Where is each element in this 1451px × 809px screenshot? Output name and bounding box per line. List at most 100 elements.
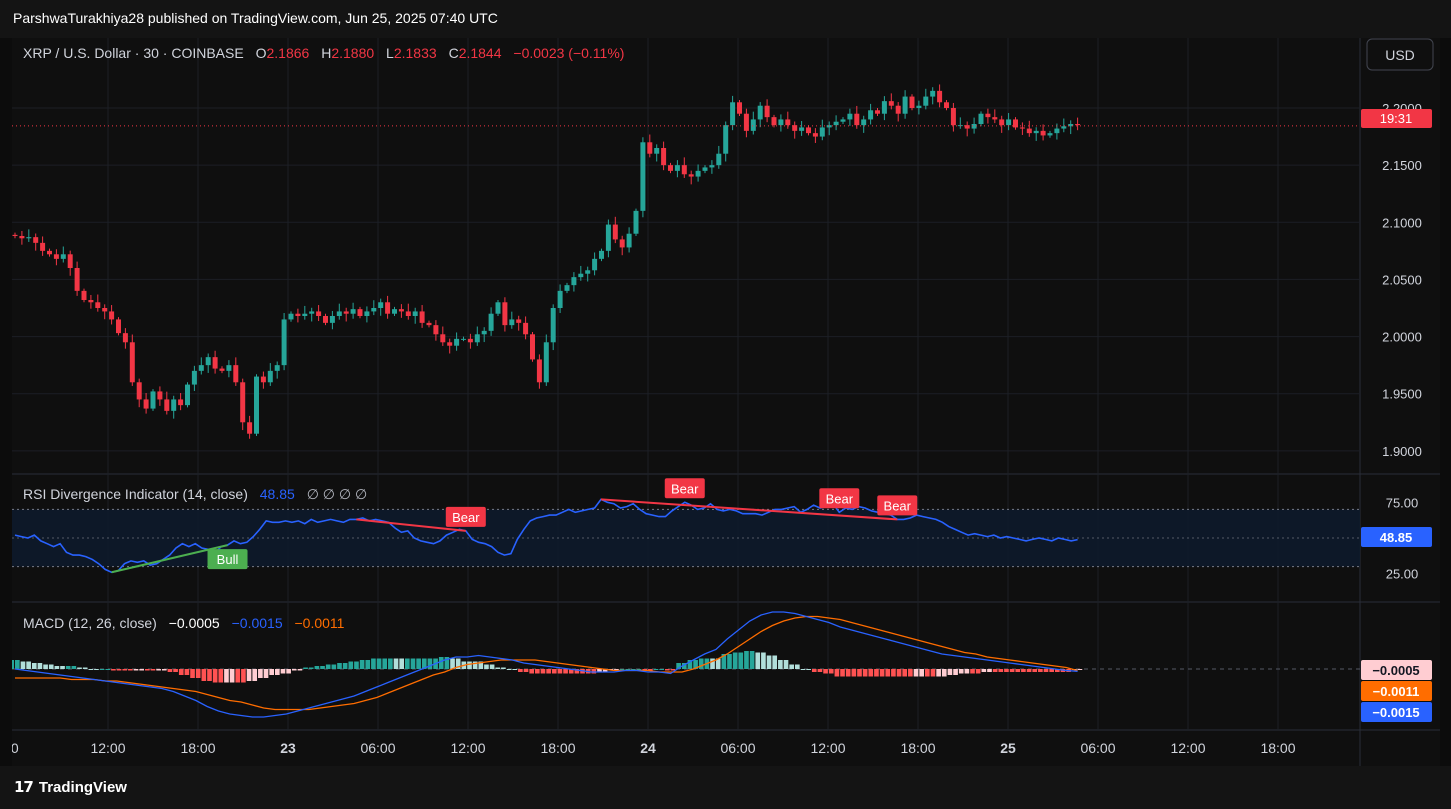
macd-histogram-bar: [348, 661, 354, 669]
bear-divergence-line-1: [356, 518, 466, 532]
macd-histogram-bar: [862, 669, 868, 677]
macd-histogram-bar: [834, 669, 840, 677]
candle-body: [247, 422, 253, 434]
candle-body: [592, 258, 598, 271]
candle-body: [1061, 126, 1067, 129]
time-axis[interactable]: 6:00 12:00 18:00 23 06:00 12:00 18:00 24 06:00 12…: [0, 740, 1296, 756]
macd-histogram-bar: [1009, 669, 1015, 672]
rsi-legend-name: RSI Divergence Indicator (14, close): [23, 486, 248, 502]
macd-histogram-bar: [687, 660, 693, 669]
macd-hist-badge: −0.0005: [1361, 660, 1432, 680]
macd-histogram-bar: [591, 669, 597, 674]
rsi-value-badge: 48.85: [1361, 527, 1432, 547]
macd-histogram-bar: [54, 666, 60, 669]
candle-body: [323, 316, 328, 323]
candle-body: [157, 391, 163, 400]
price-tick-label: 2.1500: [1382, 158, 1422, 173]
time-tick-label: 24: [640, 740, 656, 756]
candle-body: [398, 309, 404, 312]
open-label: O: [256, 45, 267, 61]
macd-histogram-bar: [94, 669, 99, 670]
macd-histogram-bar: [783, 660, 789, 669]
macd-histogram-bar: [478, 661, 484, 669]
candle-body: [233, 365, 239, 383]
candle-body: [605, 224, 611, 251]
macd-histogram-bar: [936, 669, 941, 677]
candle-body: [40, 242, 46, 251]
rsi-series[interactable]: [14, 498, 1078, 574]
candle-body: [1026, 128, 1032, 134]
macd-histogram-bar: [755, 652, 761, 669]
macd-histogram-bar: [388, 658, 393, 669]
low-label: L: [386, 45, 394, 61]
macd-histogram-bar: [88, 669, 94, 670]
candle-body: [668, 165, 673, 171]
macd-line-badge: −0.0015: [1361, 702, 1432, 722]
candle-body: [909, 96, 915, 108]
currency-button[interactable]: USD: [1366, 38, 1434, 71]
candle-body: [136, 382, 142, 400]
tradingview-brand[interactable]: 𝟭𝟳 TradingView: [14, 778, 127, 796]
macd-histogram-bar: [727, 654, 732, 669]
macd-legend-signal: −0.0011: [295, 615, 345, 631]
candle-body: [143, 399, 149, 409]
time-tick-label: 18:00: [900, 740, 935, 756]
macd-histogram-bar: [506, 669, 512, 670]
candle-body: [185, 384, 190, 406]
candle-body: [288, 313, 294, 320]
candle-body: [509, 319, 515, 326]
macd-histogram-bar: [800, 669, 806, 670]
macd-histogram-bar: [659, 669, 664, 670]
currency-button-label[interactable]: USD: [1385, 47, 1415, 63]
macd-histogram-bar: [631, 669, 636, 670]
macd-histogram-bar: [1021, 669, 1026, 672]
time-tick-label: 12:00: [1170, 740, 1205, 756]
macd-histogram-bar: [1004, 669, 1009, 672]
macd-line: [14, 611, 1078, 718]
bear-label-2-text: Bear: [671, 481, 699, 496]
macd-histogram-bar: [286, 669, 291, 674]
candle-body: [433, 325, 439, 335]
rsi-legend-extras: ∅ ∅ ∅ ∅: [307, 486, 367, 502]
candle-body: [750, 119, 756, 131]
candle-body: [964, 125, 970, 129]
macd-histogram-bar: [840, 669, 845, 677]
candle-body: [316, 311, 322, 316]
candle-body: [971, 124, 977, 129]
candle-body: [47, 250, 52, 255]
time-tick-label: 18:00: [540, 740, 575, 756]
macd-histogram-bar: [184, 669, 190, 675]
candle-body: [1047, 133, 1053, 136]
candle-body: [840, 119, 846, 122]
candle-body: [412, 311, 418, 316]
candle-body: [888, 101, 894, 106]
macd-histogram-bar: [766, 655, 772, 669]
symbol-title: XRP / U.S. Dollar · 30 · COINBASE: [23, 45, 244, 61]
candle-body: [150, 391, 156, 409]
macd-legend-name: MACD (12, 26, close): [23, 615, 157, 631]
candle-body: [923, 96, 929, 106]
macd-series[interactable]: [9, 611, 1360, 718]
macd-histogram-bar: [438, 657, 444, 669]
candle-body: [60, 254, 66, 259]
bear-label-2-box: [664, 478, 705, 499]
candle-body: [419, 311, 425, 323]
macd-histogram-bar: [410, 658, 416, 669]
macd-histogram-bar: [975, 669, 981, 674]
candle-body: [633, 210, 639, 234]
chart-frame[interactable]: Bull Bear Bear Bear Bear 2.2000 2.1500 2.1000 2…: [0, 38, 1440, 766]
macd-histogram-bar: [681, 663, 687, 669]
candlestick-series[interactable]: [12, 84, 1360, 439]
price-axis[interactable]: 2.20002.15002.10002.05002.00001.95001.90…: [1382, 101, 1422, 582]
macd-histogram-bar: [156, 669, 161, 671]
candle-body: [716, 153, 722, 166]
macd-histogram-bar: [557, 669, 563, 674]
macd-histogram-bar: [173, 669, 178, 672]
macd-histogram-bar: [484, 664, 489, 669]
macd-histogram-bar: [144, 669, 150, 671]
candle-body: [709, 165, 715, 168]
macd-histogram-bar: [354, 661, 359, 669]
candle-body: [833, 121, 839, 126]
candle-body: [226, 365, 232, 371]
